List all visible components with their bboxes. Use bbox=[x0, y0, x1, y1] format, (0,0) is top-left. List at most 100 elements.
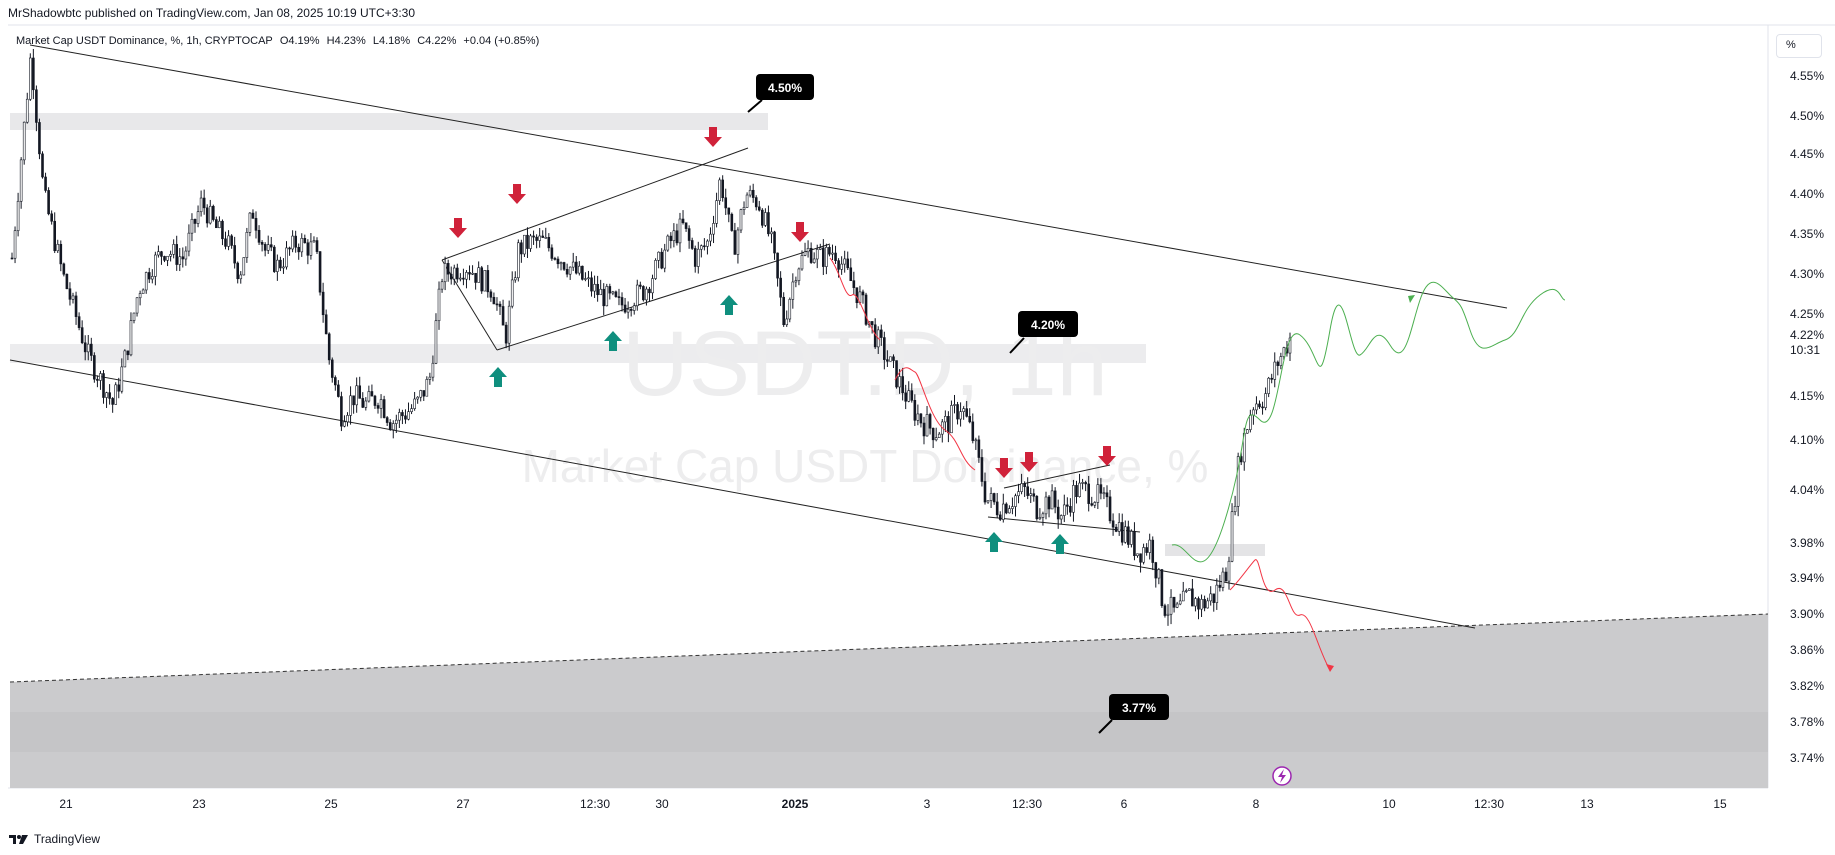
candle-body bbox=[53, 220, 57, 252]
badge-377[interactable]: 3.77% bbox=[1098, 694, 1169, 734]
up-arrow-icon bbox=[1051, 534, 1069, 554]
y-tick-label: 4.55% bbox=[1790, 69, 1824, 83]
candle-body bbox=[16, 200, 20, 232]
candle-body bbox=[611, 291, 615, 294]
candle-body bbox=[571, 261, 575, 268]
legend-open: O4.19% bbox=[279, 35, 320, 47]
candle-body bbox=[367, 391, 371, 402]
y-tick-label: 4.10% bbox=[1790, 433, 1824, 447]
candle-body bbox=[1062, 504, 1066, 516]
y-tick-label: 4.30% bbox=[1790, 267, 1824, 281]
unit-toggle-button[interactable]: % bbox=[1776, 34, 1822, 58]
candle-body bbox=[1123, 526, 1127, 543]
y-tick-label: 3.90% bbox=[1790, 607, 1824, 621]
candle-body bbox=[474, 272, 477, 283]
resistance-zone-450 bbox=[10, 113, 768, 130]
price-axis[interactable]: 4.55% 4.50% 4.45% 4.40% 4.35% 4.30% 4.25% 4.15%… bbox=[1790, 69, 1824, 765]
badge-420-box bbox=[1018, 311, 1078, 337]
candle-body bbox=[221, 220, 224, 240]
candle-body bbox=[1221, 571, 1225, 588]
candle-body bbox=[773, 231, 776, 254]
candle-body bbox=[532, 235, 535, 238]
candle-body bbox=[306, 242, 310, 256]
candle-body bbox=[379, 399, 383, 409]
candle-body bbox=[279, 259, 282, 269]
bar-countdown: 10:31 bbox=[1790, 343, 1820, 357]
candle-body bbox=[544, 237, 548, 239]
candle-body bbox=[77, 316, 81, 328]
candle-body bbox=[269, 244, 273, 248]
badge-450[interactable]: 4.50% bbox=[747, 74, 814, 113]
candle-body bbox=[645, 288, 648, 301]
candle-body bbox=[1127, 526, 1130, 545]
bearish-forecast-arrowhead bbox=[1326, 664, 1334, 672]
candle-body bbox=[312, 240, 316, 243]
candle-body bbox=[733, 230, 737, 255]
candle-body bbox=[919, 413, 923, 424]
candle-body bbox=[779, 277, 782, 298]
deep-demand-band bbox=[10, 712, 1768, 752]
candle-body bbox=[391, 423, 395, 431]
candle-body bbox=[135, 297, 139, 314]
candle-body bbox=[297, 246, 301, 253]
candle-body bbox=[1087, 483, 1090, 504]
candle-body bbox=[523, 234, 526, 255]
candle-body bbox=[785, 318, 789, 326]
candle-body bbox=[138, 293, 142, 299]
candle-body bbox=[1136, 553, 1139, 557]
candle-body bbox=[456, 267, 459, 280]
time-axis[interactable]: 21 23 25 27 12:30 30 2025 3 12:30 6 8 10 12:30 13 15 bbox=[59, 797, 1727, 811]
candle-body bbox=[1105, 492, 1109, 498]
candle-body bbox=[471, 272, 474, 275]
x-tick-label: 2025 bbox=[782, 797, 809, 811]
y-tick-label: 4.04% bbox=[1790, 483, 1824, 497]
legend-symbol[interactable]: Market Cap USDT Dominance, %, 1h, CRYPTO… bbox=[16, 35, 273, 47]
candle-body bbox=[510, 279, 514, 307]
candle-body bbox=[517, 242, 520, 279]
candle-body bbox=[111, 398, 114, 405]
candle-body bbox=[1120, 522, 1124, 543]
candle-body bbox=[498, 303, 502, 307]
x-tick-label: 10 bbox=[1382, 797, 1396, 811]
candle-body bbox=[526, 234, 529, 249]
candle-body bbox=[251, 212, 255, 219]
candle-body bbox=[639, 284, 642, 287]
candle-body bbox=[864, 294, 868, 325]
down-arrow-icon bbox=[1098, 446, 1116, 466]
down-arrow-icon bbox=[995, 458, 1013, 478]
candle-body bbox=[385, 417, 389, 423]
candle-body bbox=[1075, 485, 1078, 497]
candle-body bbox=[105, 392, 108, 398]
candle-body bbox=[828, 247, 831, 255]
candle-body bbox=[166, 255, 169, 261]
candle-body bbox=[834, 252, 837, 261]
candle-body bbox=[10, 257, 14, 260]
candle-body bbox=[215, 219, 218, 229]
lightning-icon[interactable] bbox=[1272, 766, 1292, 786]
candle-body bbox=[1191, 588, 1194, 607]
candle-body bbox=[355, 385, 358, 406]
candle-body bbox=[38, 122, 41, 155]
candle-body bbox=[425, 379, 429, 397]
candle-body bbox=[401, 412, 404, 417]
x-tick-label: 3 bbox=[924, 797, 931, 811]
candle-body bbox=[791, 281, 795, 300]
candle-body bbox=[886, 359, 889, 362]
x-tick-label: 30 bbox=[655, 797, 669, 811]
legend-close: C4.22% bbox=[417, 35, 457, 47]
candle-body bbox=[1188, 588, 1191, 591]
tradingview-logo-icon[interactable] bbox=[8, 833, 30, 845]
candle-body bbox=[1282, 347, 1286, 357]
bullish-forecast-path bbox=[1171, 282, 1566, 563]
candle-body bbox=[1224, 571, 1228, 582]
candle-body bbox=[239, 274, 243, 280]
candle-body bbox=[1154, 562, 1158, 579]
y-tick-label: 3.98% bbox=[1790, 536, 1824, 550]
candle-body bbox=[956, 404, 959, 420]
candle-body bbox=[1172, 596, 1176, 608]
candle-body bbox=[1215, 584, 1219, 603]
badge-420[interactable]: 4.20% bbox=[1009, 311, 1078, 354]
last-price-label: 4.22% bbox=[1790, 328, 1824, 342]
x-tick-label: 21 bbox=[59, 797, 73, 811]
